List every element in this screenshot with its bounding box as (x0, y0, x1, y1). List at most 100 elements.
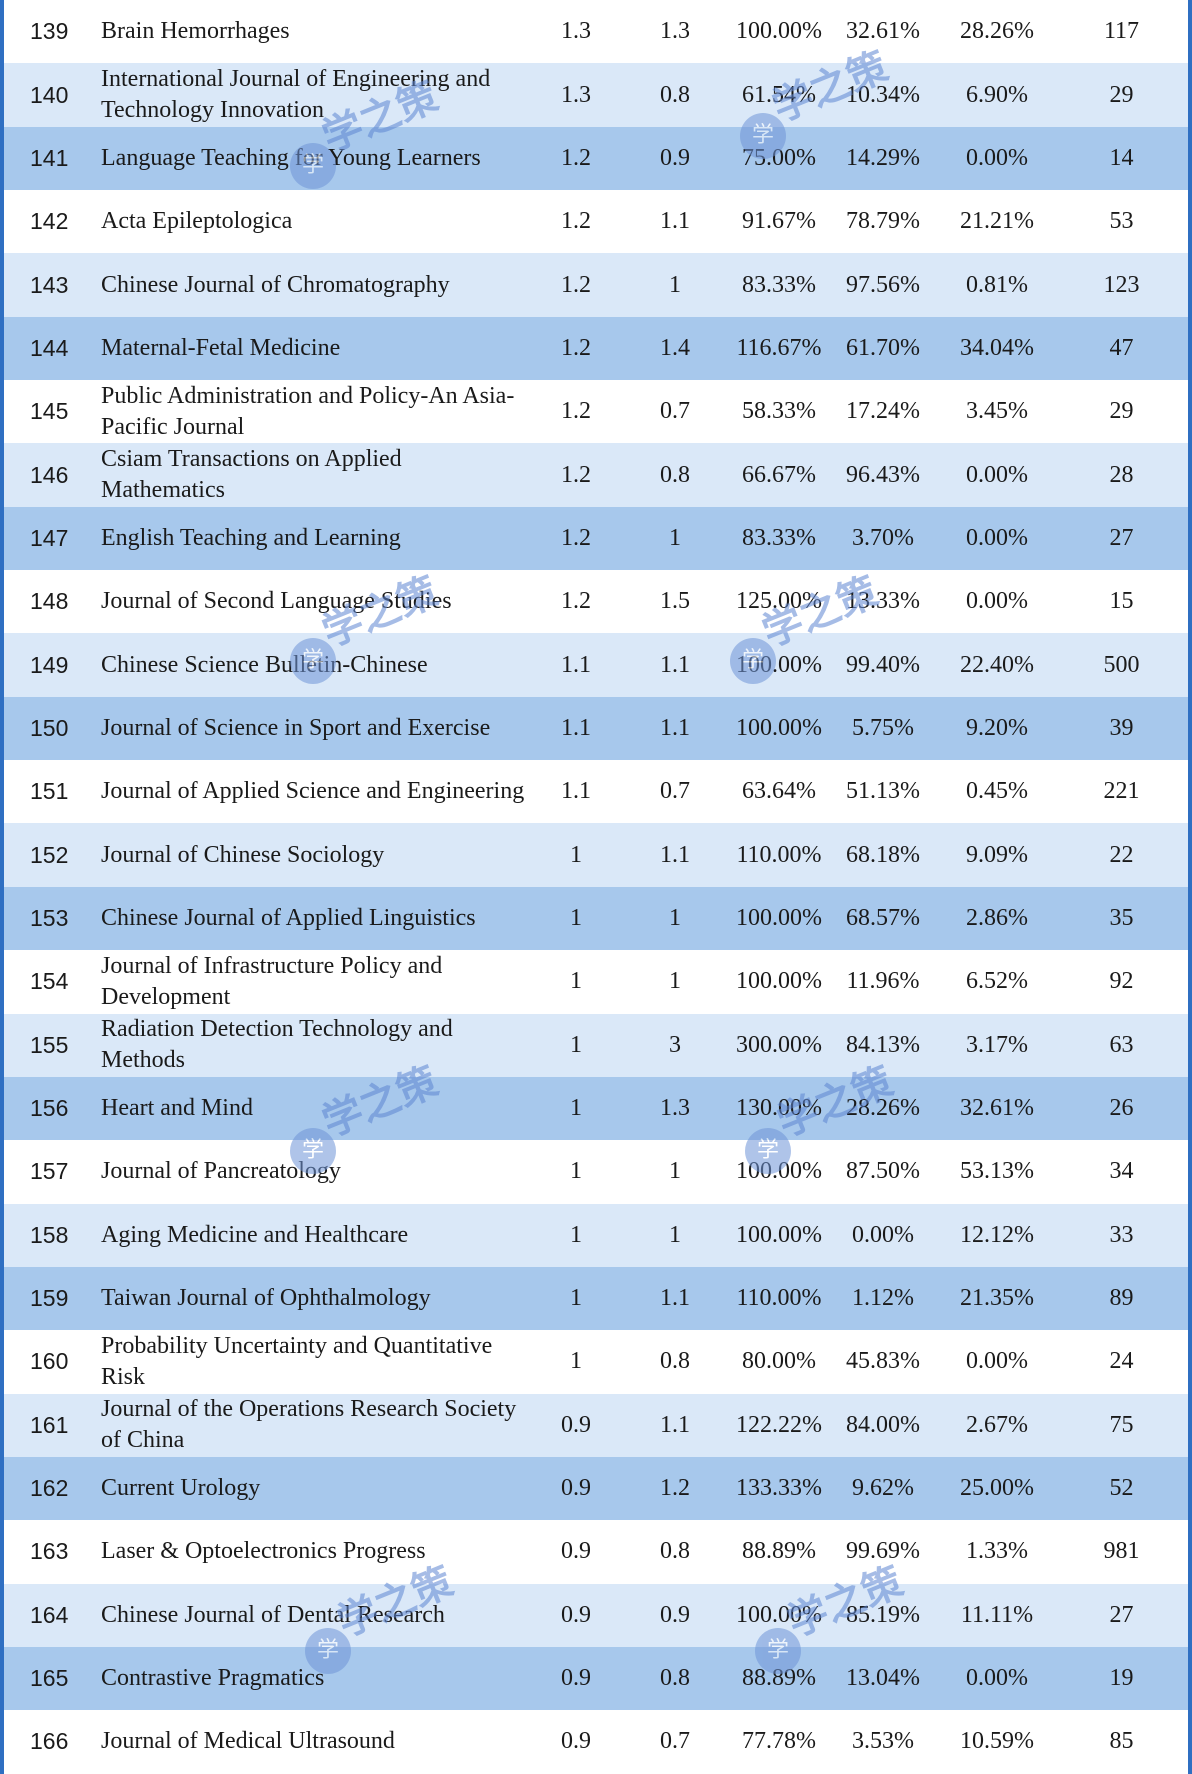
percent-cell-4: 9.62% (827, 1456, 939, 1521)
value-cell-1: 1.2 (533, 443, 619, 507)
percent-cell-5: 6.90% (939, 63, 1055, 127)
count-cell-6: 117 (1055, 0, 1188, 64)
value-cell-1: 0.9 (533, 1710, 619, 1774)
percent-cell-4: 96.43% (827, 443, 939, 507)
value-cell-1: 1 (533, 1076, 619, 1141)
table-row: 158 Aging Medicine and Healthcare 1 1 100.00… (4, 1203, 1188, 1267)
percent-cell-5: 0.00% (939, 570, 1055, 634)
value-cell-2: 0.8 (619, 63, 731, 127)
percent-cell-3: 58.33% (731, 380, 827, 444)
percent-cell-3: 125.00% (731, 570, 827, 634)
percent-cell-4: 28.26% (827, 1076, 939, 1141)
rank-cell: 150 (4, 696, 101, 761)
percent-cell-4: 32.61% (827, 0, 939, 64)
percent-cell-3: 110.00% (731, 823, 827, 887)
percent-cell-5: 32.61% (939, 1076, 1055, 1141)
table-row: 141 Language Teaching for Young Learners 1… (4, 126, 1188, 191)
rank-cell: 144 (4, 316, 101, 381)
journal-name-cell: Journal of Infrastructure Policy and Dev… (101, 950, 533, 1014)
journal-name-cell: Maternal-Fetal Medicine (101, 316, 533, 381)
percent-cell-4: 10.34% (827, 63, 939, 127)
value-cell-2: 0.8 (619, 1646, 731, 1711)
percent-cell-4: 3.70% (827, 506, 939, 571)
percent-cell-4: 3.53% (827, 1710, 939, 1774)
rank-cell: 146 (4, 443, 101, 507)
percent-cell-3: 66.67% (731, 443, 827, 507)
percent-cell-4: 1.12% (827, 1266, 939, 1331)
percent-cell-4: 87.50% (827, 1140, 939, 1204)
percent-cell-3: 122.22% (731, 1393, 827, 1457)
value-cell-1: 1 (533, 1140, 619, 1204)
percent-cell-5: 9.20% (939, 696, 1055, 761)
value-cell-2: 0.7 (619, 760, 731, 824)
rank-cell: 163 (4, 1520, 101, 1584)
percent-cell-4: 84.00% (827, 1393, 939, 1457)
percent-cell-5: 0.00% (939, 443, 1055, 507)
rank-cell: 164 (4, 1583, 101, 1647)
percent-cell-4: 78.79% (827, 190, 939, 254)
journal-name-cell: Journal of Applied Science and Engineeri… (101, 760, 533, 824)
percent-cell-4: 45.83% (827, 1330, 939, 1394)
table-row: 159 Taiwan Journal of Ophthalmology 1 1.1 11… (4, 1266, 1188, 1331)
percent-cell-5: 3.17% (939, 1013, 1055, 1077)
table-row: 139 Brain Hemorrhages 1.3 1.3 100.00% 32.61% 2… (4, 0, 1188, 64)
count-cell-6: 981 (1055, 1520, 1188, 1584)
table-row: 146 Csiam Transactions on Applied Mathema… (4, 443, 1188, 507)
count-cell-6: 53 (1055, 190, 1188, 254)
journal-name-cell: Taiwan Journal of Ophthalmology (101, 1266, 533, 1331)
value-cell-2: 1.5 (619, 570, 731, 634)
percent-cell-3: 77.78% (731, 1710, 827, 1774)
value-cell-1: 1.1 (533, 633, 619, 697)
table-row: 160 Probability Uncertainty and Quantitat… (4, 1330, 1188, 1394)
percent-cell-5: 12.12% (939, 1203, 1055, 1267)
percent-cell-3: 100.00% (731, 1583, 827, 1647)
table-row: 165 Contrastive Pragmatics 0.9 0.8 88.89% 13.… (4, 1646, 1188, 1711)
percent-cell-3: 75.00% (731, 126, 827, 191)
value-cell-2: 0.7 (619, 1710, 731, 1774)
count-cell-6: 63 (1055, 1013, 1188, 1077)
count-cell-6: 26 (1055, 1076, 1188, 1141)
journal-name-cell: English Teaching and Learning (101, 506, 533, 571)
percent-cell-3: 88.89% (731, 1520, 827, 1584)
journal-name-cell: Journal of Second Language Studies (101, 570, 533, 634)
percent-cell-5: 28.26% (939, 0, 1055, 64)
value-cell-2: 1.2 (619, 1456, 731, 1521)
percent-cell-5: 0.00% (939, 506, 1055, 571)
percent-cell-5: 11.11% (939, 1583, 1055, 1647)
table-row: 162 Current Urology 0.9 1.2 133.33% 9.62% 25.0… (4, 1456, 1188, 1521)
count-cell-6: 123 (1055, 253, 1188, 317)
value-cell-2: 0.7 (619, 380, 731, 444)
percent-cell-3: 100.00% (731, 950, 827, 1014)
count-cell-6: 27 (1055, 1583, 1188, 1647)
rank-cell: 162 (4, 1456, 101, 1521)
count-cell-6: 14 (1055, 126, 1188, 191)
count-cell-6: 28 (1055, 443, 1188, 507)
value-cell-1: 1.2 (533, 570, 619, 634)
count-cell-6: 52 (1055, 1456, 1188, 1521)
percent-cell-4: 51.13% (827, 760, 939, 824)
value-cell-2: 1 (619, 1203, 731, 1267)
value-cell-1: 0.9 (533, 1646, 619, 1711)
percent-cell-3: 88.89% (731, 1646, 827, 1711)
rank-cell: 154 (4, 950, 101, 1014)
count-cell-6: 92 (1055, 950, 1188, 1014)
percent-cell-5: 53.13% (939, 1140, 1055, 1204)
table-row: 144 Maternal-Fetal Medicine 1.2 1.4 116.67% 6… (4, 316, 1188, 381)
rank-cell: 153 (4, 886, 101, 951)
rank-cell: 149 (4, 633, 101, 697)
rank-cell: 142 (4, 190, 101, 254)
table-row: 163 Laser & Optoelectronics Progress 0.9 0.… (4, 1520, 1188, 1584)
percent-cell-3: 83.33% (731, 506, 827, 571)
percent-cell-3: 100.00% (731, 633, 827, 697)
journal-name-cell: Csiam Transactions on Applied Mathematic… (101, 443, 533, 507)
rank-cell: 152 (4, 823, 101, 887)
value-cell-1: 0.9 (533, 1520, 619, 1584)
value-cell-1: 1.2 (533, 190, 619, 254)
journal-name-cell: Acta Epileptologica (101, 190, 533, 254)
value-cell-1: 1.2 (533, 253, 619, 317)
percent-cell-5: 3.45% (939, 380, 1055, 444)
journal-name-cell: Brain Hemorrhages (101, 0, 533, 64)
percent-cell-3: 100.00% (731, 886, 827, 951)
count-cell-6: 33 (1055, 1203, 1188, 1267)
